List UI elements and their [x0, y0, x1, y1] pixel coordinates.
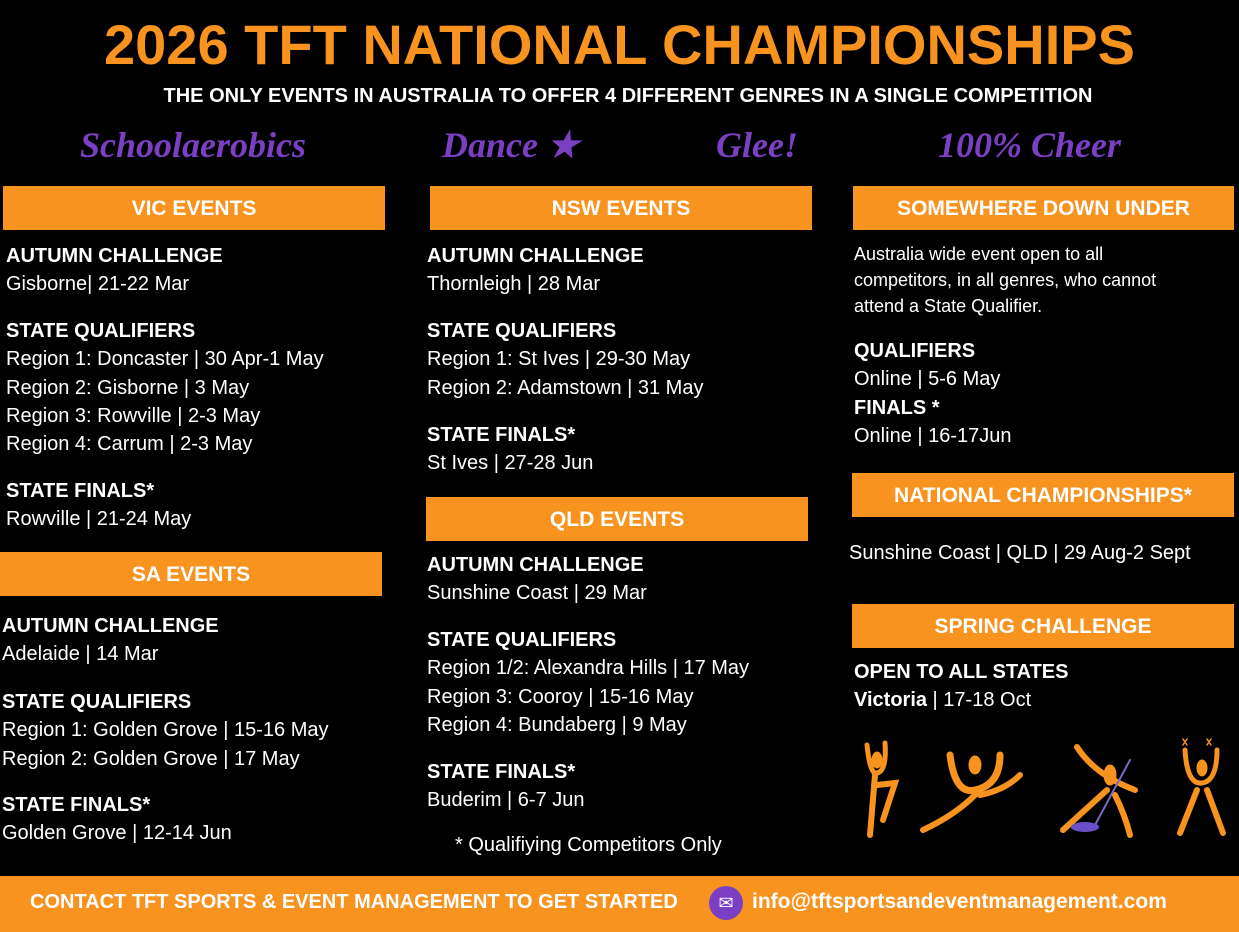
logo-cheer: 100% Cheer	[938, 125, 1121, 165]
description-line: Australia wide event open to all	[854, 244, 1104, 264]
section-heading: STATE QUALIFIERS	[6, 320, 196, 342]
sdu-events: QUALIFIERS Online | 5-6 May FINALS * Onl…	[854, 337, 1012, 450]
nsw-qualifiers: STATE QUALIFIERS Region 1: St Ives | 29-…	[427, 317, 703, 402]
nsw-autumn: AUTUMN CHALLENGE Thornleigh | 28 Mar	[427, 242, 644, 299]
event-line: Region 2: Gisborne | 3 May	[6, 376, 250, 399]
vic-finals: STATE FINALS* Rowville | 21-24 May	[6, 477, 191, 534]
national-header: NATIONAL CHAMPIONSHIPS*	[852, 473, 1234, 517]
event-line: Region 3: Cooroy | 15-16 May	[427, 685, 694, 708]
national-event: Sunshine Coast | QLD | 29 Aug-2 Sept	[849, 539, 1191, 567]
event-line: Region 2: Adamstown | 31 May	[427, 376, 704, 399]
email-link[interactable]: info@tftsportsandeventmanagement.com	[752, 890, 1167, 913]
event-line: Online | 5-6 May	[854, 368, 1001, 391]
qld-finals: STATE FINALS* Buderim | 6-7 Jun	[427, 758, 585, 815]
event-line: Online | 16-17Jun	[854, 424, 1012, 447]
footnote-text: * Qualifiying Competitors Only	[455, 834, 722, 856]
sdu-description: Australia wide event open to all competi…	[854, 241, 1156, 319]
section-heading: STATE FINALS*	[2, 794, 151, 816]
event-line: Region 1: St Ives | 29-30 May	[427, 348, 691, 371]
nsw-header: NSW EVENTS	[430, 186, 812, 230]
event-line: Victoria | 17-18 Oct	[854, 686, 1068, 714]
spring-header: SPRING CHALLENGE	[852, 604, 1234, 648]
spring-event: OPEN TO ALL STATES Victoria | 17-18 Oct	[854, 658, 1068, 715]
event-line: Golden Grove | 12-14 Jun	[2, 822, 232, 845]
vic-header: VIC EVENTS	[3, 186, 385, 230]
sa-finals: STATE FINALS* Golden Grove | 12-14 Jun	[2, 791, 232, 848]
event-line: Gisborne| 21-22 Mar	[6, 273, 190, 296]
star-icon: ★	[546, 125, 580, 165]
dancer-icon	[920, 751, 1023, 833]
logo-dance: Dance ★	[442, 124, 579, 166]
sdu-header: SOMEWHERE DOWN UNDER	[853, 186, 1234, 230]
footnote: * Qualifiying Competitors Only	[455, 831, 722, 859]
sa-autumn: AUTUMN CHALLENGE Adelaide | 14 Mar	[2, 612, 219, 669]
dancer-icon	[864, 740, 900, 838]
section-heading: QUALIFIERS	[854, 340, 976, 362]
qld-qualifiers: STATE QUALIFIERS Region 1/2: Alexandra H…	[427, 626, 749, 739]
qld-autumn: AUTUMN CHALLENGE Sunshine Coast | 29 Mar	[427, 551, 647, 608]
section-heading: STATE QUALIFIERS	[2, 691, 192, 713]
event-line: Region 4: Carrum | 2-3 May	[6, 433, 253, 456]
section-heading: STATE FINALS*	[427, 424, 576, 446]
logo-glee: Glee!	[716, 125, 798, 165]
nsw-finals: STATE FINALS* St Ives | 27-28 Jun	[427, 421, 593, 478]
dancer-figures	[864, 738, 1226, 838]
event-place: Victoria	[854, 689, 927, 712]
logo-dance-text: Dance	[442, 125, 538, 165]
event-line: Adelaide | 14 Mar	[2, 643, 159, 666]
section-heading: AUTUMN CHALLENGE	[2, 615, 219, 637]
section-heading: STATE FINALS*	[427, 761, 576, 783]
footer-bar	[0, 876, 1239, 932]
description-line: competitors, in all genres, who cannot	[854, 270, 1157, 290]
section-heading: STATE FINALS*	[6, 480, 155, 502]
section-heading: AUTUMN CHALLENGE	[6, 245, 223, 267]
section-heading: OPEN TO ALL STATES	[854, 661, 1069, 683]
logo-schoolaerobics: Schoolaerobics	[80, 125, 307, 165]
qld-header: QLD EVENTS	[426, 497, 808, 541]
subtitle: THE ONLY EVENTS IN AUSTRALIA TO OFFER 4 …	[163, 85, 1093, 107]
event-line: Region 3: Rowville | 2-3 May	[6, 404, 261, 427]
section-heading: AUTUMN CHALLENGE	[427, 245, 644, 267]
page-title: 2026 TFT NATIONAL CHAMPIONSHIPS	[104, 13, 1135, 76]
sa-qualifiers: STATE QUALIFIERS Region 1: Golden Grove …	[2, 688, 328, 773]
vic-qualifiers: STATE QUALIFIERS Region 1: Doncaster | 3…	[6, 317, 324, 458]
contact-text: CONTACT TFT SPORTS & EVENT MANAGEMENT TO…	[30, 891, 678, 913]
event-line: Thornleigh | 28 Mar	[427, 273, 601, 296]
event-line: St Ives | 27-28 Jun	[427, 452, 594, 475]
singer-icon	[1060, 744, 1138, 838]
event-line: Region 4: Bundaberg | 9 May	[427, 713, 687, 736]
event-line: Rowville | 21-24 May	[6, 508, 192, 531]
event-line: Region 1: Golden Grove | 15-16 May	[2, 719, 329, 742]
event-line: Sunshine Coast | QLD | 29 Aug-2 Sept	[849, 542, 1191, 564]
description-line: attend a State Qualifier.	[854, 296, 1043, 316]
section-heading: AUTUMN CHALLENGE	[427, 554, 644, 576]
event-line: Region 2: Golden Grove | 17 May	[2, 747, 300, 770]
cheerleader-icon	[1177, 738, 1226, 836]
section-heading: STATE QUALIFIERS	[427, 320, 617, 342]
envelope-icon[interactable]: ✉	[709, 886, 743, 920]
section-heading: STATE QUALIFIERS	[427, 629, 617, 651]
event-line: Region 1/2: Alexandra Hills | 17 May	[427, 657, 750, 680]
sa-header: SA EVENTS	[0, 552, 382, 596]
event-line: Buderim | 6-7 Jun	[427, 789, 585, 812]
vic-autumn: AUTUMN CHALLENGE Gisborne| 21-22 Mar	[6, 242, 223, 299]
section-heading: FINALS *	[854, 396, 940, 419]
event-line: Sunshine Coast | 29 Mar	[427, 582, 647, 605]
event-line: Region 1: Doncaster | 30 Apr-1 May	[6, 348, 324, 371]
event-dates: | 17-18 Oct	[927, 689, 1032, 712]
